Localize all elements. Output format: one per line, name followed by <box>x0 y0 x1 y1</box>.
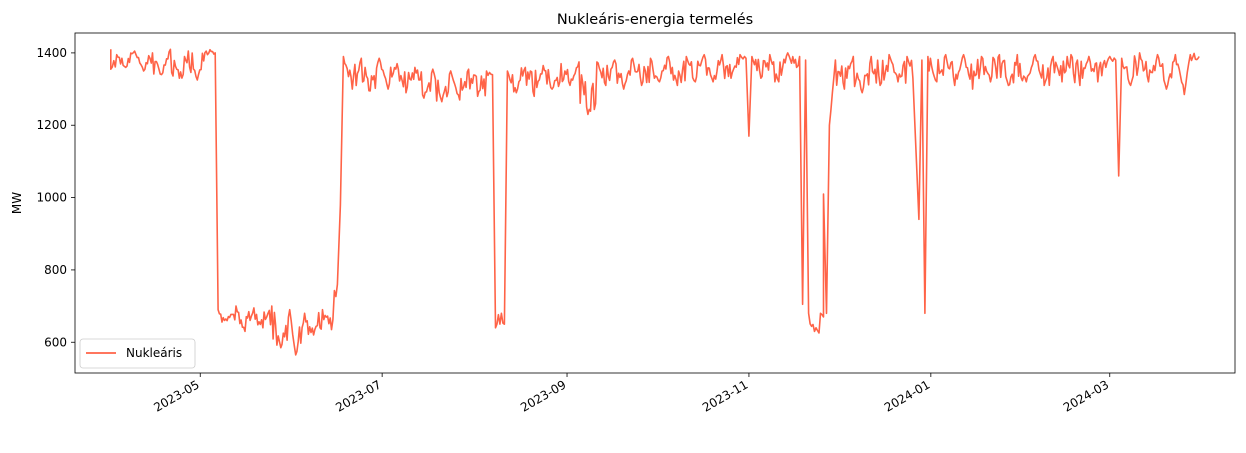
plot-frame <box>74 32 1236 374</box>
plot-area <box>75 33 1235 373</box>
y-tick-label: 600 <box>44 335 67 349</box>
chart-title: Nukleáris-energia termelés <box>557 12 753 28</box>
y-tick-label: 1000 <box>36 191 67 205</box>
y-tick-label: 1200 <box>36 118 67 132</box>
legend-entry-label: Nukleáris <box>126 346 182 360</box>
legend: Nukleáris <box>79 338 196 369</box>
legend-box <box>79 338 196 369</box>
y-tick-label: 1400 <box>36 46 67 60</box>
series-line-nukleáris <box>110 48 1200 356</box>
series-group <box>110 48 1200 356</box>
y-axis-label: MW <box>10 192 24 214</box>
y-tick-label: 800 <box>44 263 67 277</box>
y-axis: 600 800 1000 1200 1400 <box>36 46 75 349</box>
